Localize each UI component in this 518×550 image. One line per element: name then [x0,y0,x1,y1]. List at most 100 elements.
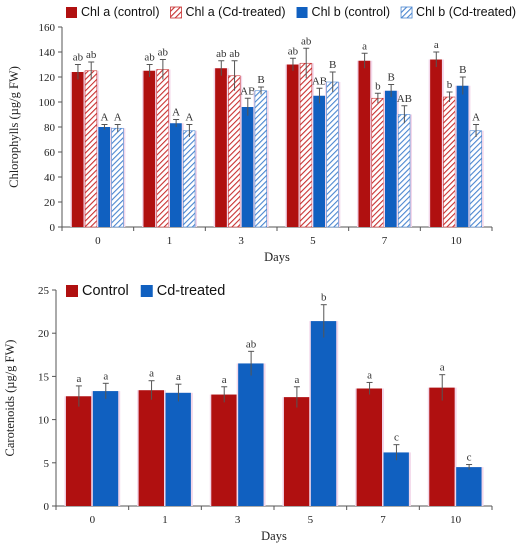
legend-label: Chl a (control) [81,5,160,19]
significance-label: AB [397,93,412,105]
bar [469,130,482,228]
bar [429,387,455,506]
bar [456,85,469,227]
bar [456,467,482,506]
bar [92,391,119,506]
significance-label: a [434,39,439,51]
significance-label: ab [73,52,84,64]
bar [165,392,191,506]
significance-label: ab [301,35,312,47]
y-tick-label: 5 [44,458,50,470]
legend-label: Cd-treated [157,283,226,299]
significance-label: A [172,107,180,119]
bar [156,69,169,228]
significance-label: B [257,74,264,86]
significance-label: A [100,112,108,124]
y-tick-label: 140 [39,47,56,59]
legend-label: Chl a (Cd-treated) [186,5,286,19]
bar [170,123,182,227]
x-axis-title: Days [264,250,290,264]
bar [313,95,326,227]
significance-label: B [459,64,466,76]
significance-label: b [375,80,381,92]
y-tick-label: 20 [38,328,50,340]
bar [211,394,237,506]
significance-label: A [114,112,122,124]
bar [111,127,124,228]
bar [241,107,254,227]
significance-label: a [367,369,372,381]
significance-label: a [103,370,108,382]
x-tick-label: 7 [380,514,386,526]
significance-label: ab [86,49,97,61]
significance-label: c [394,432,399,444]
significance-label: ab [288,45,299,57]
bar [215,68,227,227]
bar [182,130,196,228]
significance-label: a [222,374,227,386]
bar [84,70,98,228]
x-tick-label: 3 [235,514,241,526]
y-tick-label: 60 [44,147,56,159]
bar [286,64,299,227]
significance-label: ab [246,338,257,350]
bar [430,59,442,227]
bar [385,90,397,227]
bar [383,452,409,506]
y-tick-label: 0 [50,222,56,234]
y-tick-label: 0 [44,501,50,513]
bar [326,81,339,228]
bar [310,321,337,506]
bar [299,62,313,228]
significance-label: AB [240,85,255,97]
y-tick-label: 40 [44,172,56,184]
bar [98,127,111,227]
y-tick-label: 15 [38,371,50,383]
x-tick-label: 1 [167,235,173,247]
y-tick-label: 20 [44,197,56,209]
carotenoid-chart: 0 5 10 15 20 25 0 1 3 5 7 10 a a a a a a a a ab b c c Days Carote… [3,283,493,543]
significance-label: b [447,79,453,91]
legend-swatch [296,7,308,18]
y-axis-title: Carotenoids (µg/g FW) [3,340,17,457]
significance-label: ab [229,48,240,60]
significance-label: b [321,292,327,304]
x-axis-title: Days [261,529,287,543]
significance-label: ab [216,48,227,60]
significance-label: a [440,362,445,374]
x-tick-label: 1 [162,514,168,526]
x-tick-label: 3 [238,235,244,247]
bar [71,72,84,227]
bar [254,90,267,228]
bar [358,60,371,227]
significance-label: ab [158,47,169,59]
significance-label: a [362,40,367,52]
y-tick-label: 10 [38,415,50,427]
significance-label: B [387,72,394,84]
x-tick-label: 0 [95,235,101,247]
significance-label: AB [312,75,327,87]
legend-swatch [170,6,182,19]
significance-label: B [329,59,336,71]
bar [397,114,411,228]
y-axis-title: Chlorophylls (µg/g FW) [7,66,21,188]
legend-label: Chl b (control) [312,5,391,19]
bar [228,75,241,228]
legend-label: Chl b (Cd-treated) [416,5,516,19]
significance-label: A [185,112,193,124]
x-tick-label: 10 [451,235,463,247]
y-tick-label: 80 [44,122,56,134]
x-tick-label: 5 [308,514,314,526]
legend-swatch [66,285,78,297]
bar [138,390,164,506]
significance-label: a [294,374,299,386]
bar [356,388,382,506]
x-tick-label: 0 [90,514,96,526]
y-tick-label: 120 [39,72,56,84]
x-tick-label: 10 [450,514,462,526]
significance-label: ab [144,52,155,64]
y-tick-label: 160 [39,22,56,34]
bar [238,363,264,506]
